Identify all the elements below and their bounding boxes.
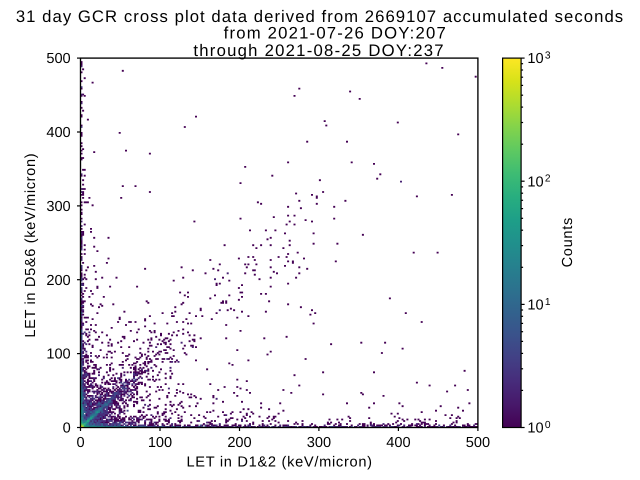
svg-text:300: 300 [46, 199, 70, 215]
svg-text:31 day GCR cross plot data der: 31 day GCR cross plot data derived from … [16, 7, 624, 26]
svg-text:300: 300 [307, 435, 331, 451]
svg-text:Counts: Counts [560, 217, 576, 267]
svg-text:0: 0 [76, 435, 84, 451]
svg-text:0: 0 [63, 421, 71, 437]
svg-text:500: 500 [466, 435, 490, 451]
svg-text:LET in D1&2 (keV/micron): LET in D1&2 (keV/micron) [186, 454, 372, 470]
svg-text:400: 400 [386, 435, 410, 451]
svg-text:100: 100 [148, 435, 172, 451]
svg-text:from 2021-07-26 DOY:207: from 2021-07-26 DOY:207 [224, 23, 447, 42]
svg-text:400: 400 [46, 125, 70, 141]
svg-text:through 2021-08-25 DOY:237: through 2021-08-25 DOY:237 [193, 41, 444, 60]
svg-text:200: 200 [46, 273, 70, 289]
svg-text:500: 500 [46, 51, 70, 67]
svg-text:200: 200 [227, 435, 251, 451]
svg-text:100: 100 [46, 347, 70, 363]
svg-text:LET in D5&6 (keV/micron): LET in D5&6 (keV/micron) [23, 153, 39, 338]
